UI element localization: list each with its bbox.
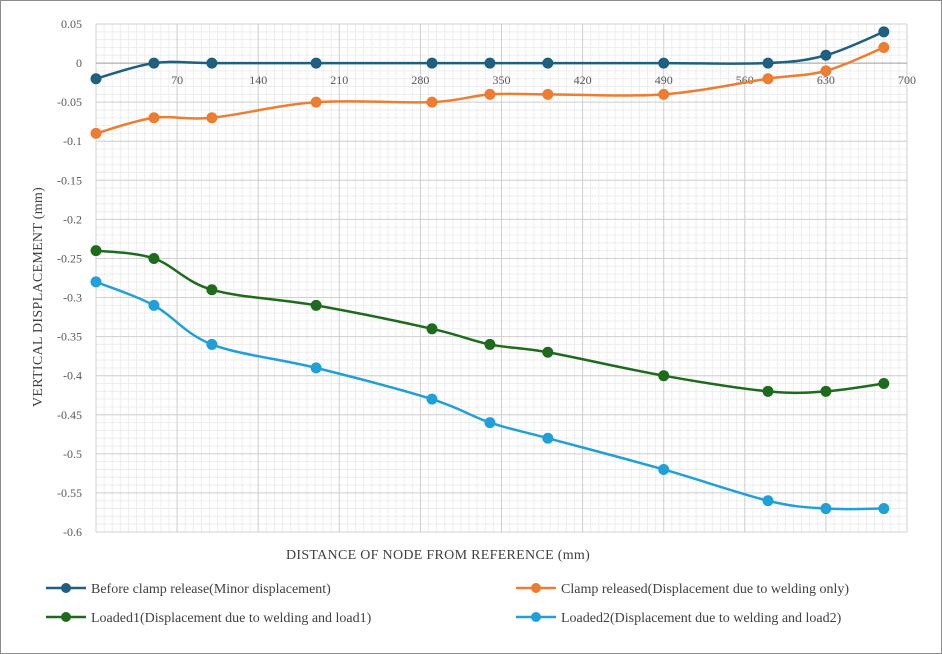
data-point-series-1 — [148, 57, 160, 69]
legend-label: Loaded2(Displacement due to welding and … — [561, 611, 842, 626]
data-point-series-4 — [426, 393, 438, 405]
legend-swatch-marker — [531, 583, 541, 593]
legend-swatch-marker — [61, 583, 71, 593]
y-tick-label: -0.05 — [57, 95, 82, 109]
y-axis-tick-labels: 0.05 0 -0.05 -0.1 -0.15 -0.2 -0.25 -0.3 -0.35 -0.… — [57, 17, 82, 539]
legend-label: Before clamp release(Minor displacement) — [91, 582, 331, 597]
legend-label: Loaded1(Displacement due to welding and … — [91, 611, 372, 626]
y-tick-label: -0.55 — [57, 486, 82, 500]
data-point-series-4 — [878, 503, 890, 515]
x-tick-label: 140 — [249, 73, 267, 87]
data-point-series-1 — [90, 73, 102, 85]
y-tick-label: -0.4 — [63, 369, 82, 383]
x-tick-label: 70 — [171, 73, 183, 87]
data-point-series-2 — [542, 88, 554, 100]
x-axis-tick-labels: 70 140 210 280 350 420 490 560 630 700 — [171, 73, 916, 87]
data-point-series-3 — [542, 346, 554, 358]
data-point-series-3 — [426, 323, 438, 335]
y-tick-label: -0.5 — [63, 447, 82, 461]
data-point-series-4 — [762, 495, 774, 507]
data-point-series-2 — [484, 88, 496, 100]
data-point-series-2 — [762, 73, 774, 85]
x-tick-label: 280 — [411, 73, 429, 87]
data-point-series-4 — [658, 463, 670, 475]
legend-swatch-marker — [531, 612, 541, 622]
series-markers — [90, 26, 890, 515]
data-point-series-4 — [820, 503, 832, 515]
data-point-series-1 — [820, 49, 832, 61]
y-tick-label: 0 — [76, 56, 82, 70]
data-point-series-2 — [658, 88, 670, 100]
data-point-series-4 — [310, 362, 322, 374]
x-tick-label: 700 — [898, 73, 916, 87]
major-gridlines — [95, 23, 908, 533]
x-tick-label: 420 — [574, 73, 592, 87]
data-point-series-2 — [148, 112, 160, 124]
y-tick-label: -0.1 — [63, 134, 82, 148]
data-point-series-3 — [762, 385, 774, 397]
x-tick-label: 350 — [493, 73, 511, 87]
data-point-series-1 — [658, 57, 670, 69]
y-tick-label: -0.15 — [57, 173, 82, 187]
data-point-series-2 — [820, 65, 832, 77]
x-tick-label: 210 — [330, 73, 348, 87]
x-tick-label: 630 — [817, 73, 835, 87]
data-point-series-4 — [206, 338, 218, 350]
data-point-series-1 — [878, 26, 890, 38]
data-point-series-3 — [206, 284, 218, 296]
y-tick-label: -0.45 — [57, 408, 82, 422]
data-point-series-1 — [762, 57, 774, 69]
x-tick-label: 560 — [736, 73, 754, 87]
data-point-series-3 — [878, 378, 890, 390]
data-point-series-2 — [310, 96, 322, 108]
x-axis-title: DISTANCE OF NODE FROM REFERENCE (mm) — [286, 548, 590, 563]
y-tick-label: -0.6 — [63, 525, 82, 539]
data-point-series-3 — [658, 370, 670, 382]
y-tick-label: 0.05 — [61, 17, 82, 31]
y-tick-label: -0.25 — [57, 251, 82, 265]
legend-swatch-marker — [61, 612, 71, 622]
y-tick-label: -0.3 — [63, 291, 82, 305]
y-tick-label: -0.2 — [63, 212, 82, 226]
data-point-series-3 — [148, 252, 160, 264]
data-point-series-1 — [206, 57, 218, 69]
y-axis-title: VERTICAL DISPLACEMENT (mm) — [31, 187, 46, 407]
data-point-series-4 — [484, 417, 496, 429]
data-point-series-1 — [310, 57, 322, 69]
data-point-series-1 — [484, 57, 496, 69]
data-point-series-2 — [90, 127, 102, 139]
data-point-series-2 — [206, 112, 218, 124]
data-point-series-3 — [310, 299, 322, 311]
legend-label: Clamp released(Displacement due to weldi… — [561, 582, 849, 597]
data-point-series-1 — [426, 57, 438, 69]
data-point-series-2 — [426, 96, 438, 108]
data-point-series-3 — [820, 385, 832, 397]
data-point-series-4 — [542, 432, 554, 444]
legend: Before clamp release(Minor displacement)… — [46, 582, 849, 626]
data-point-series-3 — [90, 245, 102, 257]
y-tick-label: -0.35 — [57, 330, 82, 344]
data-point-series-2 — [878, 41, 890, 53]
data-point-series-1 — [542, 57, 554, 69]
data-point-series-3 — [484, 338, 496, 350]
x-tick-label: 490 — [655, 73, 673, 87]
data-point-series-4 — [90, 276, 102, 288]
data-point-series-4 — [148, 299, 160, 311]
